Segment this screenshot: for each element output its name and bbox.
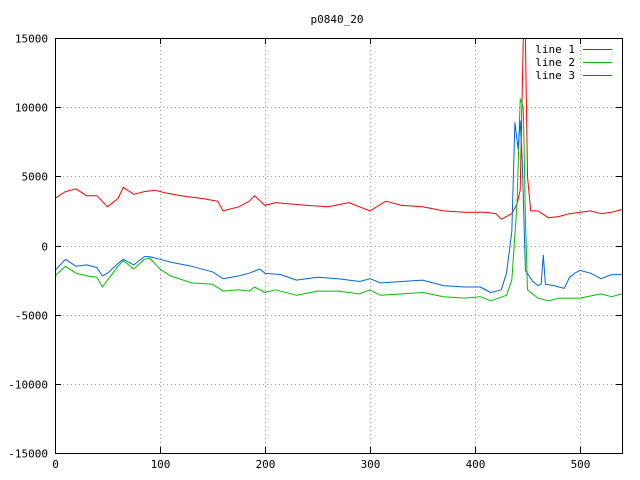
y-tick-label: -15000 [8, 448, 48, 461]
x-tick-label: 500 [571, 458, 591, 471]
x-tick-label: 200 [256, 458, 276, 471]
y-tick-label: 15000 [15, 33, 48, 46]
y-tick-label: -10000 [8, 379, 48, 392]
legend-label: line 2 [535, 56, 575, 69]
y-tick-label: 0 [41, 241, 48, 254]
y-tick-label: 10000 [15, 102, 48, 115]
series-layer [55, 38, 622, 302]
axis-ticks: 0 100 200 300 400 500 -15000 -10000 -5000 0 5000 10… [8, 33, 622, 471]
y-tick-label: -5000 [15, 310, 48, 323]
legend-label: line 3 [535, 69, 575, 82]
x-tick-label: 0 [52, 458, 59, 471]
series-line-3 [55, 120, 622, 293]
legend-label: line 1 [535, 43, 575, 56]
series-line-2 [55, 98, 622, 302]
y-tick-label: 5000 [22, 171, 49, 184]
x-tick-label: 400 [466, 458, 486, 471]
x-tick-label: 300 [361, 458, 381, 471]
series-line-1 [55, 38, 622, 220]
chart-title: p0840_20 [311, 13, 364, 26]
grid-lines [55, 38, 622, 453]
x-tick-label: 100 [151, 458, 171, 471]
